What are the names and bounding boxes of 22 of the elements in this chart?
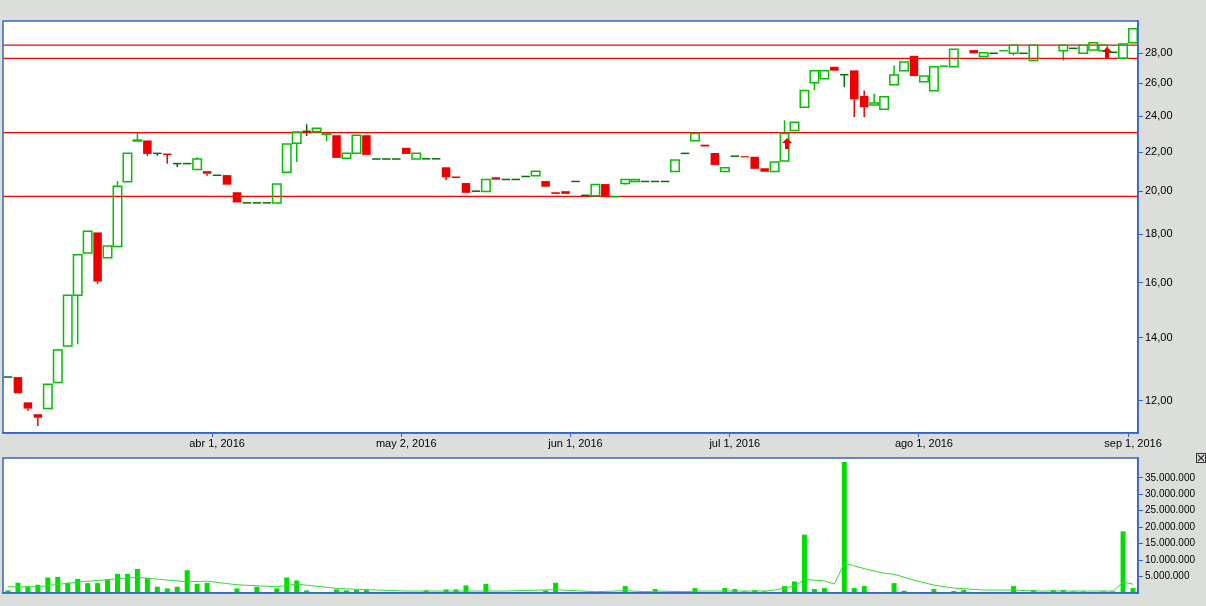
y-tick-label: 14,00 xyxy=(1145,330,1173,343)
y-tick-label: 20.000.000 xyxy=(1145,520,1196,532)
y-tick-label: 24,00 xyxy=(1145,109,1173,122)
y-tick-label: 12,00 xyxy=(1145,394,1173,407)
y-tick-label: 18,00 xyxy=(1145,227,1173,240)
y-tick-label: 5.000.000 xyxy=(1145,570,1190,582)
y-tick-label: 26,00 xyxy=(1145,76,1173,89)
x-tick-label: abr 1, 2016 xyxy=(189,436,245,449)
y-tick-label: 20,00 xyxy=(1145,184,1173,197)
x-tick-label: jul 1, 2016 xyxy=(708,436,761,449)
y-tick-label: 35.000.000 xyxy=(1145,471,1196,483)
x-tick-label: ago 1, 2016 xyxy=(894,436,954,449)
x-tick-label: jun 1, 2016 xyxy=(547,436,603,449)
y-tick-label: 10.000.000 xyxy=(1145,553,1196,565)
y-tick-label: 16,00 xyxy=(1145,275,1173,288)
x-tick-label: may 2, 2016 xyxy=(375,436,437,449)
y-tick-label: 15.000.000 xyxy=(1145,537,1196,549)
y-tick-label: 30.000.000 xyxy=(1145,487,1196,499)
y-tick-label: 22,00 xyxy=(1145,145,1173,158)
y-tick-label: 28,00 xyxy=(1145,46,1173,59)
x-tick-label: sep 1, 2016 xyxy=(1104,436,1162,449)
y-tick-label: 25.000.000 xyxy=(1145,504,1196,516)
